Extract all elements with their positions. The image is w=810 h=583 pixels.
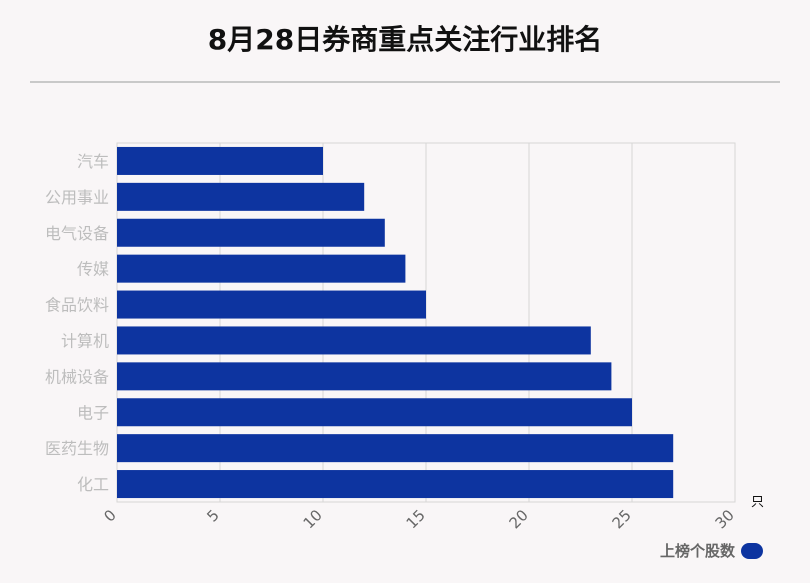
x-tick-label: 15 [403, 506, 429, 532]
x-tick-label: 0 [100, 506, 119, 525]
category-label: 电子 [77, 403, 109, 422]
category-label: 医药生物 [45, 439, 109, 458]
bar [117, 362, 612, 391]
x-tick-label: 20 [506, 506, 532, 532]
x-tick-label: 10 [300, 506, 326, 532]
legend-label: 上榜个股数 [660, 542, 736, 560]
bar [117, 470, 674, 499]
bar [117, 290, 426, 319]
x-tick-label: 25 [609, 506, 635, 532]
bar [117, 182, 365, 211]
category-label: 电气设备 [45, 224, 109, 243]
category-label: 公用事业 [45, 188, 109, 207]
category-label: 机械设备 [45, 367, 109, 386]
title-divider [30, 81, 780, 83]
category-label: 计算机 [61, 331, 109, 350]
category-label: 食品饮料 [45, 296, 109, 315]
legend[interactable]: 上榜个股数 [660, 540, 764, 561]
legend-swatch [741, 542, 764, 559]
category-label: 化工 [77, 475, 109, 494]
bar [117, 254, 406, 283]
x-tick-label: 30 [712, 506, 738, 532]
bar [117, 434, 674, 463]
x-tick-label: 5 [203, 506, 222, 525]
chart-title: 8月28日券商重点关注行业排名 [207, 23, 603, 56]
bar [117, 218, 385, 247]
category-label: 传媒 [77, 260, 109, 279]
bar [117, 146, 323, 175]
x-unit-label: 只 [751, 495, 764, 510]
category-label: 汽车 [77, 152, 109, 171]
bar [117, 326, 591, 355]
bar [117, 398, 632, 427]
